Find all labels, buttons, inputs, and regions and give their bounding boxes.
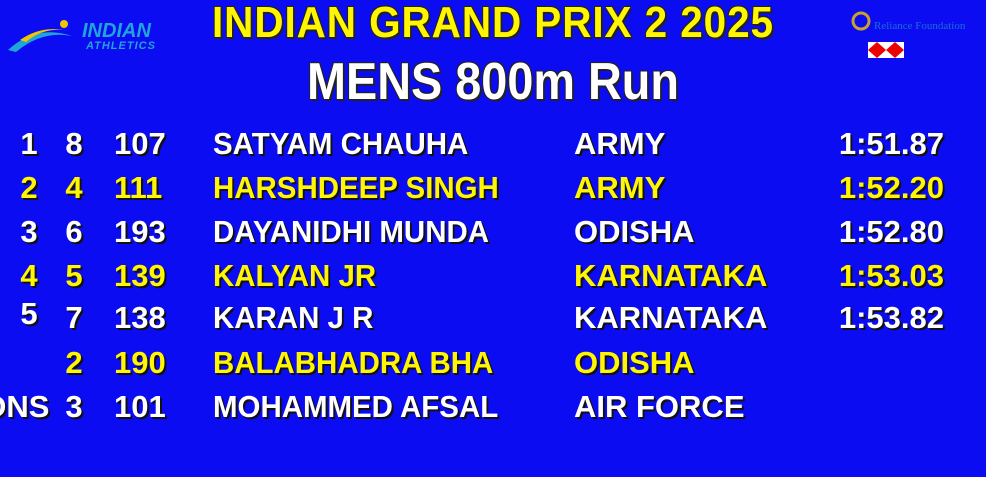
result-name: KALYAN JR (213, 258, 377, 293)
result-rank: 4 (20, 258, 38, 293)
event-title: INDIAN GRAND PRIX 2 2025 (212, 0, 774, 47)
result-lane: 3 (65, 389, 83, 424)
result-bib: 107 (114, 126, 166, 161)
result-time: 1:51.87 (838, 126, 944, 161)
result-row: 4 5 139 KALYAN JR KARNATAKA 1:53.03 (0, 258, 986, 298)
result-rank: 1 (20, 126, 38, 161)
result-bib: 138 (114, 300, 166, 335)
result-rank: DNS (0, 389, 50, 424)
result-team: ARMY (574, 170, 666, 205)
result-row: 2 4 111 HARSHDEEP SINGH ARMY 1:52.20 (0, 170, 986, 210)
result-team: ODISHA (574, 214, 695, 249)
result-name: SATYAM CHAUHA (213, 126, 469, 161)
result-time: 1:52.80 (838, 214, 944, 249)
hsbc-logo-icon (868, 42, 904, 58)
result-time: 1:53.03 (838, 258, 944, 293)
result-name: DAYANIDHI MUNDA (213, 214, 490, 249)
race-title: MENS 800m Run (307, 53, 679, 111)
result-lane: 6 (65, 214, 83, 249)
result-team: KARNATAKA (574, 300, 768, 335)
result-team: AIR FORCE (574, 389, 745, 424)
result-rank: 2 (20, 170, 38, 205)
result-bib: 101 (114, 389, 166, 424)
result-time: 1:52.20 (838, 170, 944, 205)
result-bib: 190 (114, 345, 166, 380)
result-lane: 2 (65, 345, 83, 380)
result-row: DNS 3 101 MOHAMMED AFSAL AIR FORCE (0, 389, 986, 429)
result-lane: 7 (65, 300, 83, 335)
result-team: KARNATAKA (574, 258, 768, 293)
result-row: 1 8 107 SATYAM CHAUHA ARMY 1:51.87 (0, 126, 986, 166)
result-row: 2 190 BALABHADRA BHA ODISHA (0, 345, 986, 385)
result-lane: 5 (65, 258, 83, 293)
result-rank: 3 (20, 214, 38, 249)
result-lane: 8 (65, 126, 83, 161)
result-lane: 4 (65, 170, 83, 205)
result-name: KARAN J R (213, 300, 374, 335)
result-row: 3 6 193 DAYANIDHI MUNDA ODISHA 1:52.80 (0, 214, 986, 254)
result-row: 5 7 138 KARAN J R KARNATAKA 1:53.82 (0, 296, 986, 340)
result-bib: 139 (114, 258, 166, 293)
logo-text-indian: INDIAN (82, 20, 151, 42)
result-bib: 111 (114, 170, 163, 205)
result-name: MOHAMMED AFSAL (213, 389, 499, 424)
reliance-foundation-text: Reliance Foundation (874, 20, 966, 32)
result-rank: 5 (20, 296, 38, 331)
result-time: 1:53.82 (838, 300, 944, 335)
logo-text-athletics: ATHLETICS (86, 40, 156, 52)
result-bib: 193 (114, 214, 166, 249)
result-team: ARMY (574, 126, 666, 161)
result-name: HARSHDEEP SINGH (213, 170, 499, 205)
sponsor-logos: Reliance Foundation (850, 8, 980, 64)
reliance-logo-icon (851, 11, 871, 31)
result-name: BALABHADRA BHA (213, 345, 494, 380)
result-team: ODISHA (574, 345, 695, 380)
runner-swoosh-icon (8, 20, 72, 52)
indian-athletics-logo: INDIAN ATHLETICS (6, 16, 166, 56)
